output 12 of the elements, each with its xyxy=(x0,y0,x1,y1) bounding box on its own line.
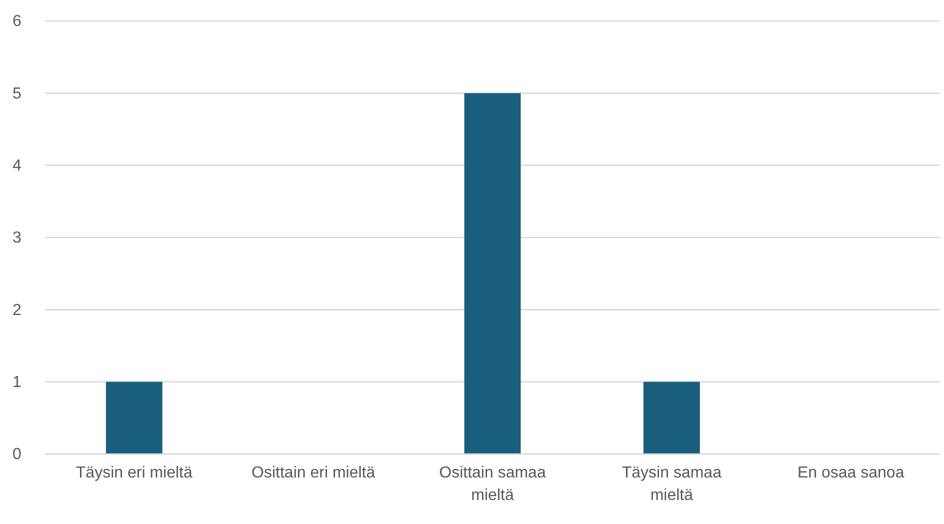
y-tick-label: 2 xyxy=(12,302,22,319)
x-tick-label: Osittain eri mieltä xyxy=(252,464,376,482)
y-tick-label: 1 xyxy=(12,374,22,391)
x-tick-label: Osittain samaa mieltä xyxy=(439,464,546,504)
x-tick-label: Täysin eri mieltä xyxy=(76,464,192,482)
y-tick-label: 5 xyxy=(12,85,22,102)
x-tick-label: En osaa sanoa xyxy=(797,464,904,482)
y-tick-label: 3 xyxy=(12,230,22,247)
y-tick-label: 0 xyxy=(12,446,22,464)
y-tick-label: 6 xyxy=(12,13,22,30)
x-tick-label: Täysin samaa mieltä xyxy=(622,464,722,504)
y-tick-label: 4 xyxy=(12,157,22,174)
